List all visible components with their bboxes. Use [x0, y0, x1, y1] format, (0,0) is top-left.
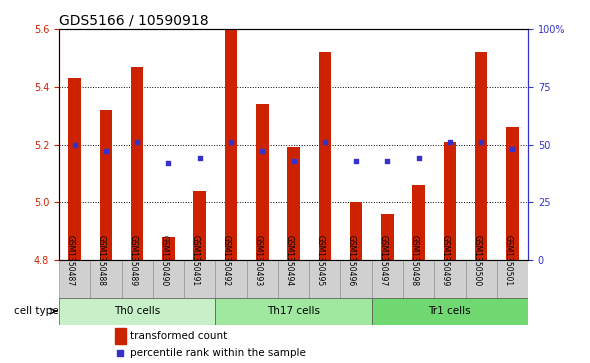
Point [414, 155, 423, 161]
Point [257, 148, 267, 154]
Text: GSM1350488: GSM1350488 [97, 235, 106, 286]
Point [226, 139, 235, 145]
Bar [506, 127, 519, 260]
Point [320, 139, 329, 145]
Text: GSM1350490: GSM1350490 [159, 235, 169, 286]
FancyBboxPatch shape [184, 260, 215, 298]
Bar [131, 66, 143, 260]
Text: GSM1350493: GSM1350493 [253, 235, 262, 286]
Point [116, 350, 125, 356]
FancyBboxPatch shape [372, 298, 528, 325]
Text: cell type: cell type [14, 306, 58, 316]
Text: GSM1350498: GSM1350498 [409, 235, 418, 286]
Text: GSM1350501: GSM1350501 [503, 235, 512, 286]
Text: Tr1 cells: Tr1 cells [428, 306, 471, 316]
FancyBboxPatch shape [278, 260, 309, 298]
Text: Th17 cells: Th17 cells [267, 306, 320, 316]
Bar [287, 147, 300, 260]
FancyBboxPatch shape [466, 260, 497, 298]
Point [70, 142, 79, 147]
FancyBboxPatch shape [59, 298, 215, 325]
Bar [444, 142, 456, 260]
FancyBboxPatch shape [340, 260, 372, 298]
Point [195, 155, 204, 161]
FancyBboxPatch shape [247, 260, 278, 298]
Point [289, 158, 298, 164]
Bar [381, 214, 394, 260]
FancyBboxPatch shape [497, 260, 528, 298]
Text: GSM1350487: GSM1350487 [65, 235, 74, 286]
Bar [475, 52, 487, 260]
Text: GDS5166 / 10590918: GDS5166 / 10590918 [59, 14, 209, 28]
Point [476, 139, 486, 145]
Point [351, 158, 360, 164]
Text: GSM1350497: GSM1350497 [378, 235, 387, 286]
Text: GSM1350496: GSM1350496 [347, 235, 356, 286]
Text: GSM1350491: GSM1350491 [191, 235, 199, 286]
Text: GSM1350499: GSM1350499 [441, 235, 450, 286]
Text: GSM1350495: GSM1350495 [316, 235, 325, 286]
Bar [256, 104, 268, 260]
Bar [162, 237, 175, 260]
FancyBboxPatch shape [90, 260, 122, 298]
FancyBboxPatch shape [403, 260, 434, 298]
FancyBboxPatch shape [372, 260, 403, 298]
FancyBboxPatch shape [215, 298, 372, 325]
Point [163, 160, 173, 166]
Bar [225, 29, 237, 260]
Point [445, 139, 454, 145]
FancyBboxPatch shape [309, 260, 340, 298]
Point [507, 146, 517, 152]
Text: GSM1350494: GSM1350494 [284, 235, 293, 286]
FancyBboxPatch shape [153, 260, 184, 298]
Bar [68, 78, 81, 260]
Text: Th0 cells: Th0 cells [114, 306, 160, 316]
FancyBboxPatch shape [59, 260, 90, 298]
Point [382, 158, 392, 164]
Point [132, 139, 142, 145]
FancyBboxPatch shape [122, 260, 153, 298]
FancyBboxPatch shape [215, 260, 247, 298]
Bar [350, 202, 362, 260]
Text: percentile rank within the sample: percentile rank within the sample [130, 348, 306, 358]
Bar [115, 328, 126, 344]
Text: GSM1350500: GSM1350500 [472, 235, 481, 286]
Text: GSM1350492: GSM1350492 [222, 235, 231, 286]
Point [101, 148, 110, 154]
FancyBboxPatch shape [434, 260, 466, 298]
Bar [100, 110, 112, 260]
Bar [412, 185, 425, 260]
Text: transformed count: transformed count [130, 331, 228, 341]
Bar [194, 191, 206, 260]
Text: GSM1350489: GSM1350489 [128, 235, 137, 286]
Bar [319, 52, 331, 260]
